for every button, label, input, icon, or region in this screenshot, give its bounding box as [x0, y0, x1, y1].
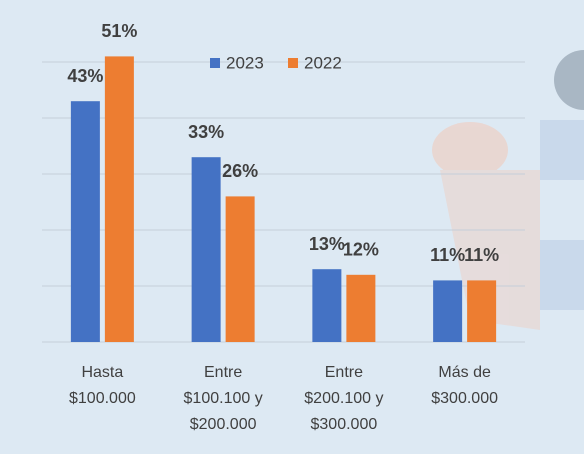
bar [225, 196, 255, 342]
value-label: 13% [309, 234, 345, 254]
value-label: 11% [430, 245, 465, 265]
legend-swatch [210, 58, 220, 68]
legend-swatch [288, 58, 298, 68]
value-label: 12% [343, 240, 379, 260]
x-tick-label: Más de [438, 364, 491, 381]
bar [346, 274, 376, 342]
bar [467, 280, 497, 342]
value-label: 26% [222, 161, 258, 181]
x-tick-label: Entre [325, 364, 363, 381]
x-tick-label: $300.000 [431, 390, 498, 407]
decor-hand [432, 122, 508, 178]
decor-arm [440, 170, 540, 330]
x-tick-label: $200.000 [190, 416, 257, 433]
value-label: 51% [101, 21, 137, 41]
x-tick-label: Hasta [81, 364, 123, 381]
x-tick-label: $300.000 [311, 416, 378, 433]
legend-label: 2022 [304, 53, 342, 72]
value-label: 43% [67, 66, 103, 86]
decor-head [554, 50, 584, 110]
value-label: 11% [464, 245, 499, 265]
value-label: 33% [188, 122, 224, 142]
x-tick-label: $100.100 y [184, 390, 263, 407]
bar [433, 280, 463, 342]
decor-sleeve [540, 120, 584, 180]
x-tick-label: $200.100 y [304, 390, 383, 407]
legend-label: 2023 [226, 53, 264, 72]
decoration [432, 50, 584, 330]
bar [191, 157, 221, 342]
bar [312, 269, 342, 342]
x-tick-label: $100.000 [69, 390, 136, 407]
bar [70, 101, 100, 342]
x-tick-label: Entre [204, 364, 242, 381]
bar [104, 56, 134, 343]
